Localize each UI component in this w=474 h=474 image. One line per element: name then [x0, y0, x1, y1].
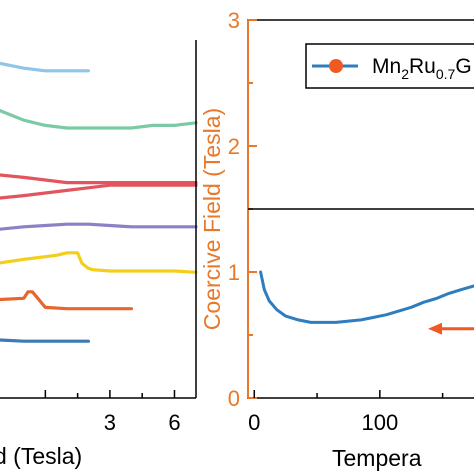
- left-curves-group: [0, 61, 198, 343]
- right-chart-panel: 0 1 2 3 0 100 Coercive Field (Tesla) Tempera…: [199, 8, 474, 471]
- left-series-line-3: [0, 173, 198, 185]
- legend-tail: G: [455, 55, 471, 78]
- right-x-axis-title: Tempera: [332, 445, 422, 471]
- left-x-tick-label: 3: [104, 410, 116, 435]
- legend-mn: Mn: [372, 55, 401, 78]
- left-series-line-6: [0, 251, 198, 274]
- direction-arrow: [428, 322, 474, 335]
- left-series-line-2: [0, 108, 198, 130]
- arrow-head: [428, 322, 442, 335]
- legend-marker: [329, 59, 343, 73]
- left-series-line-1: [0, 61, 90, 73]
- right-y-tick-label: 0: [228, 386, 240, 411]
- legend-sub-07: 0.7: [436, 66, 456, 82]
- right-x-tick-label: 0: [248, 410, 260, 435]
- legend: Mn2Ru0.7G: [305, 43, 474, 89]
- left-x-tick-label: 6: [168, 410, 180, 435]
- legend-ru: Ru: [409, 55, 436, 78]
- right-x-tick-label: 100: [361, 410, 398, 435]
- right-y-tick-label: 3: [228, 8, 240, 33]
- right-x-ticks: 0 100: [248, 390, 444, 435]
- legend-sub-2: 2: [401, 66, 409, 82]
- left-series-line-8: [0, 338, 90, 343]
- right-y-ticks: 0 1 2 3: [228, 8, 257, 411]
- right-y-tick-label: 1: [228, 260, 240, 285]
- right-y-axis-title: Coercive Field (Tesla): [199, 108, 225, 330]
- left-series-line-5: [0, 222, 198, 231]
- legend-label: Mn2Ru0.7G: [372, 55, 472, 82]
- left-x-axis-title: d (Tesla): [0, 443, 82, 469]
- right-y-tick-label: 2: [228, 134, 240, 159]
- left-series-line-4: [0, 183, 198, 200]
- coercive-field-curve: [259, 270, 474, 324]
- left-series-line-7: [0, 290, 133, 311]
